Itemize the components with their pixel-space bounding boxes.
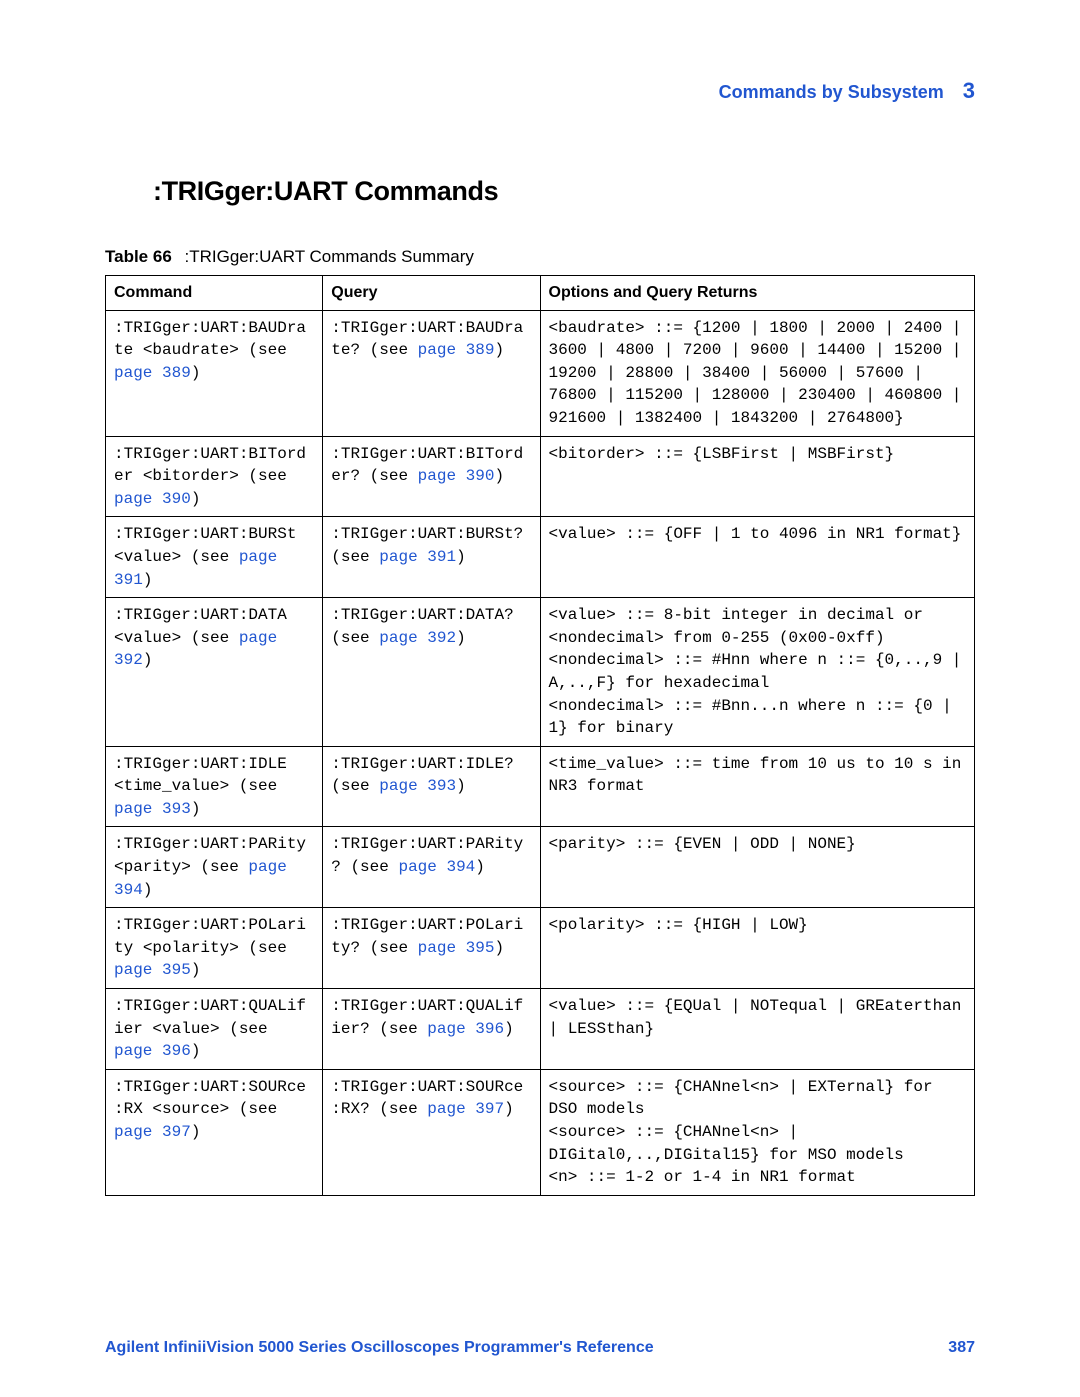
- cell-command: :TRIGger:UART:SOURce:RX <source> (see pa…: [106, 1069, 323, 1195]
- page-link[interactable]: page 390: [114, 490, 191, 508]
- header-section-number: 3: [963, 78, 975, 103]
- col-header-options: Options and Query Returns: [540, 276, 975, 311]
- page-link[interactable]: page 396: [427, 1020, 504, 1038]
- header-text: Commands by Subsystem: [719, 82, 944, 102]
- footer-right: 387: [948, 1339, 975, 1357]
- table-row: :TRIGger:UART:POLarity <polarity> (see p…: [106, 908, 975, 989]
- cell-query: :TRIGger:UART:BURSt? (see page 391): [323, 517, 540, 598]
- footer-left: Agilent InfiniiVision 5000 Series Oscill…: [105, 1339, 654, 1357]
- cell-command: :TRIGger:UART:QUALifier <value> (see pag…: [106, 989, 323, 1070]
- table-row: :TRIGger:UART:PARity <parity> (see page …: [106, 827, 975, 908]
- cell-query: :TRIGger:UART:IDLE? (see page 393): [323, 746, 540, 827]
- cell-command: :TRIGger:UART:BURSt <value> (see page 39…: [106, 517, 323, 598]
- cell-query: :TRIGger:UART:BITorder? (see page 390): [323, 436, 540, 517]
- running-header: Commands by Subsystem 3: [105, 78, 975, 104]
- page-link[interactable]: page 396: [114, 1042, 191, 1060]
- table-row: :TRIGger:UART:IDLE <time_value> (see pag…: [106, 746, 975, 827]
- page-link[interactable]: page 397: [427, 1100, 504, 1118]
- table-row: :TRIGger:UART:SOURce:RX <source> (see pa…: [106, 1069, 975, 1195]
- cell-command: :TRIGger:UART:IDLE <time_value> (see pag…: [106, 746, 323, 827]
- page-link[interactable]: page 393: [379, 777, 456, 795]
- cell-options: <value> ::= {OFF | 1 to 4096 in NR1 form…: [540, 517, 975, 598]
- table-row: :TRIGger:UART:BAUDrate <baudrate> (see p…: [106, 310, 975, 436]
- table-row: :TRIGger:UART:DATA <value> (see page 392…: [106, 598, 975, 747]
- cell-options: <value> ::= {EQUal | NOTequal | GREatert…: [540, 989, 975, 1070]
- page-link[interactable]: page 395: [114, 961, 191, 979]
- table-caption: Table 66 :TRIGger:UART Commands Summary: [105, 247, 975, 267]
- table-header-row: Command Query Options and Query Returns: [106, 276, 975, 311]
- table-row: :TRIGger:UART:QUALifier <value> (see pag…: [106, 989, 975, 1070]
- cell-command: :TRIGger:UART:BAUDrate <baudrate> (see p…: [106, 310, 323, 436]
- commands-table: Command Query Options and Query Returns …: [105, 275, 975, 1196]
- page-link[interactable]: page 393: [114, 800, 191, 818]
- page-link[interactable]: page 391: [379, 548, 456, 566]
- table-title: :TRIGger:UART Commands Summary: [185, 247, 474, 266]
- table-number: Table 66: [105, 247, 172, 266]
- col-header-query: Query: [323, 276, 540, 311]
- page-link[interactable]: page 390: [418, 467, 495, 485]
- cell-query: :TRIGger:UART:SOURce:RX? (see page 397): [323, 1069, 540, 1195]
- cell-options: <source> ::= {CHANnel<n> | EXTernal} for…: [540, 1069, 975, 1195]
- cell-query: :TRIGger:UART:QUALifier? (see page 396): [323, 989, 540, 1070]
- cell-query: :TRIGger:UART:POLarity? (see page 395): [323, 908, 540, 989]
- page-footer: Agilent InfiniiVision 5000 Series Oscill…: [105, 1339, 975, 1357]
- cell-command: :TRIGger:UART:DATA <value> (see page 392…: [106, 598, 323, 747]
- cell-options: <bitorder> ::= {LSBFirst | MSBFirst}: [540, 436, 975, 517]
- table-row: :TRIGger:UART:BURSt <value> (see page 39…: [106, 517, 975, 598]
- page-link[interactable]: page 395: [418, 939, 495, 957]
- cell-options: <value> ::= 8-bit integer in decimal or …: [540, 598, 975, 747]
- cell-query: :TRIGger:UART:PARity? (see page 394): [323, 827, 540, 908]
- table-body: :TRIGger:UART:BAUDrate <baudrate> (see p…: [106, 310, 975, 1195]
- cell-query: :TRIGger:UART:DATA? (see page 392): [323, 598, 540, 747]
- cell-options: <baudrate> ::= {1200 | 1800 | 2000 | 240…: [540, 310, 975, 436]
- table-row: :TRIGger:UART:BITorder <bitorder> (see p…: [106, 436, 975, 517]
- cell-options: <parity> ::= {EVEN | ODD | NONE}: [540, 827, 975, 908]
- cell-options: <polarity> ::= {HIGH | LOW}: [540, 908, 975, 989]
- page-link[interactable]: page 389: [114, 364, 191, 382]
- page-link[interactable]: page 389: [418, 341, 495, 359]
- cell-command: :TRIGger:UART:PARity <parity> (see page …: [106, 827, 323, 908]
- cell-options: <time_value> ::= time from 10 us to 10 s…: [540, 746, 975, 827]
- cell-query: :TRIGger:UART:BAUDrate? (see page 389): [323, 310, 540, 436]
- col-header-command: Command: [106, 276, 323, 311]
- page-link[interactable]: page 394: [398, 858, 475, 876]
- section-title: :TRIGger:UART Commands: [153, 176, 975, 207]
- page: Commands by Subsystem 3 :TRIGger:UART Co…: [0, 0, 1080, 1397]
- cell-command: :TRIGger:UART:POLarity <polarity> (see p…: [106, 908, 323, 989]
- page-link[interactable]: page 397: [114, 1123, 191, 1141]
- cell-command: :TRIGger:UART:BITorder <bitorder> (see p…: [106, 436, 323, 517]
- page-link[interactable]: page 392: [379, 629, 456, 647]
